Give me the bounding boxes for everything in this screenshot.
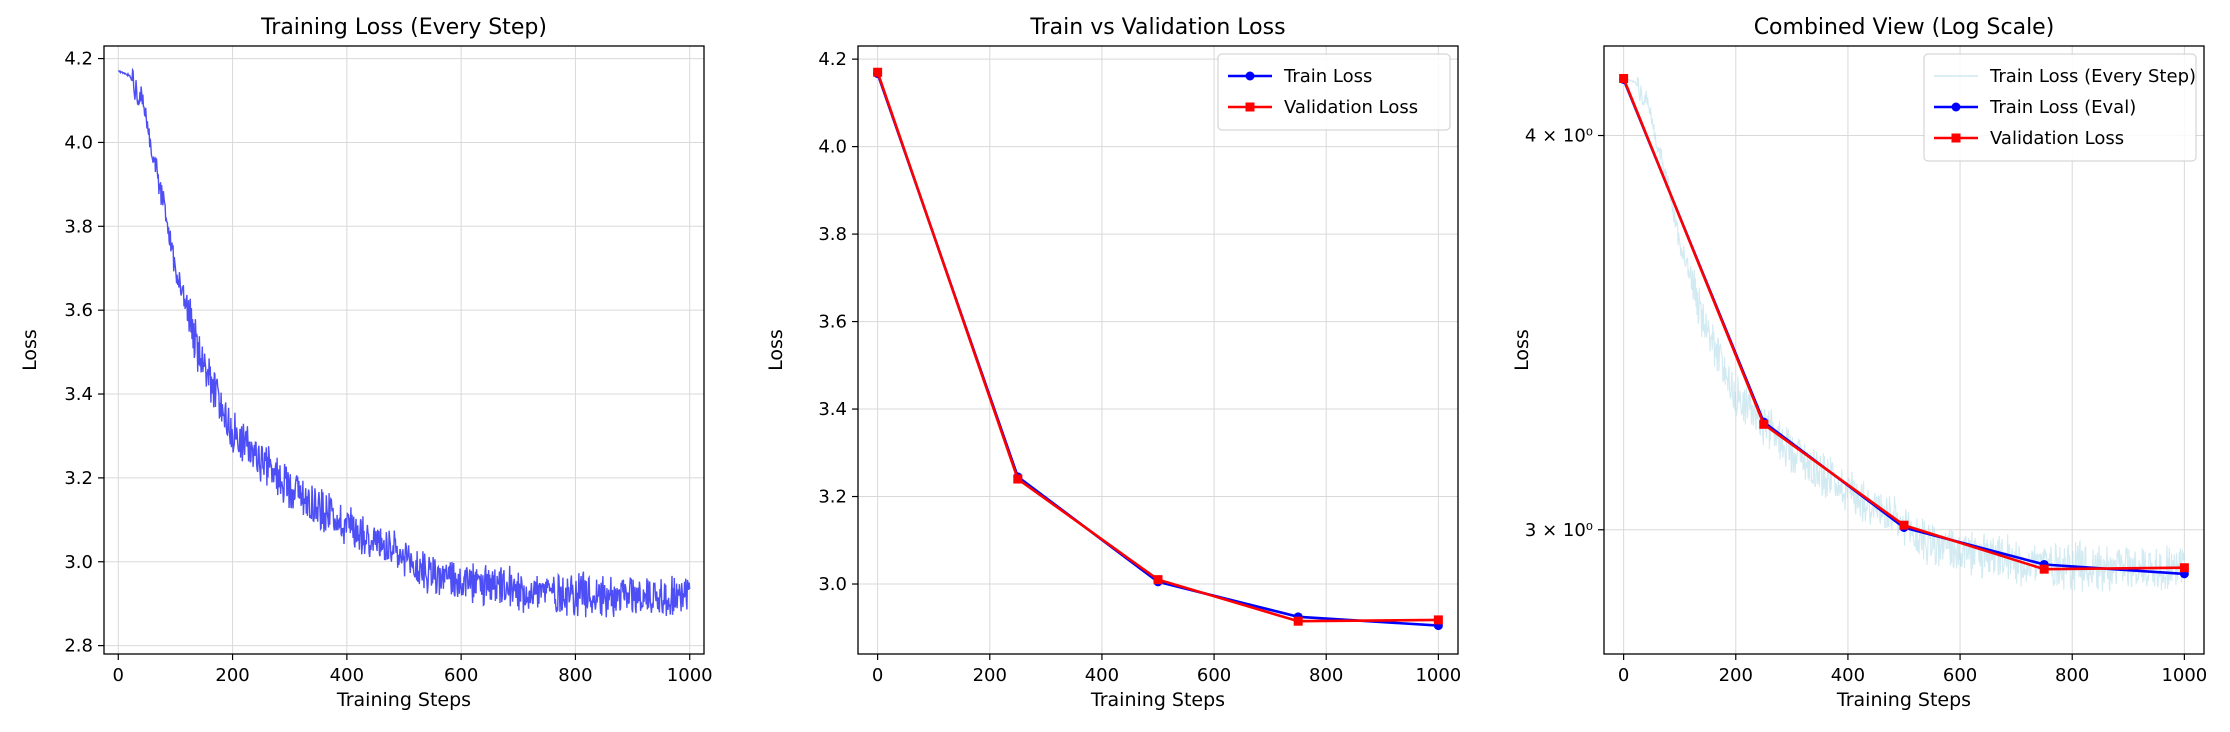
chart-panel-2: 0 200 400 600 800 1000 3.0 3.2 3.4 3.6 3.8 4.0 4.2 Tr… xyxy=(765,15,1461,711)
x-tick-label: 1000 xyxy=(1415,665,1461,686)
data-point-validation-loss xyxy=(2179,563,2189,573)
x-tick-label: 400 xyxy=(1831,665,1865,686)
legend: Train Loss Validation Loss xyxy=(1217,53,1451,131)
data-point-validation-loss xyxy=(1433,615,1443,625)
legend-label-train-loss-eval: Train Loss (Eval) xyxy=(1989,97,2136,118)
axes-frame xyxy=(857,45,1459,655)
legend: Train Loss (Every Step) Train Loss (Eval)… xyxy=(1923,53,2197,162)
plot-area xyxy=(873,67,1443,631)
x-tick-label: 400 xyxy=(330,665,364,686)
y-tick-label: 3.4 xyxy=(818,399,847,420)
y-tick-label: 3.6 xyxy=(64,300,93,321)
x-tick-label: 600 xyxy=(1943,665,1977,686)
y-tick-label: 3.2 xyxy=(64,468,93,489)
x-axis-label: Training Steps xyxy=(336,689,471,711)
x-tick-label: 200 xyxy=(215,665,249,686)
y-tick-label: 4.0 xyxy=(64,132,93,153)
plot-area xyxy=(1619,73,2189,592)
series-line-validation-loss xyxy=(876,71,1439,623)
x-axis-label: Training Steps xyxy=(1090,689,1225,711)
data-point-validation-loss xyxy=(1899,520,1909,530)
y-tick-label: 3.2 xyxy=(818,487,847,508)
y-tick-label: 3.8 xyxy=(64,216,93,237)
legend-marker xyxy=(1245,71,1255,81)
y-tick-label: 3.8 xyxy=(818,224,847,245)
x-tick-label: 0 xyxy=(113,665,124,686)
legend-label-train-loss: Train Loss xyxy=(1283,66,1372,87)
y-axis-label: Loss xyxy=(1511,329,1533,371)
x-tick-label: 400 xyxy=(1085,665,1119,686)
legend-marker xyxy=(1951,102,1961,112)
x-tick-label: 800 xyxy=(558,665,592,686)
y-axis-label: Loss xyxy=(765,329,787,371)
y-axis-label: Loss xyxy=(19,329,41,371)
chart-panel-3: 0 200 400 600 800 1000 3 × 10⁰ 4 × 10⁰ Combined … xyxy=(1511,15,2207,711)
data-point-validation-loss xyxy=(873,67,883,77)
y-tick-label: 3.0 xyxy=(818,574,847,595)
data-point-validation-loss xyxy=(1013,474,1023,484)
data-point-validation-loss xyxy=(1619,73,1629,83)
y-tick-label: 3 × 10⁰ xyxy=(1525,520,1593,541)
y-tick-label: 4.0 xyxy=(818,137,847,158)
chart-title: Training Loss (Every Step) xyxy=(260,15,547,40)
x-tick-label: 200 xyxy=(1719,665,1753,686)
chart-title: Combined View (Log Scale) xyxy=(1754,15,2055,40)
data-point-validation-loss xyxy=(1153,575,1163,585)
chart-panel-1: 0 200 400 600 800 1000 2.8 3.0 3.2 3.4 3.6 3.8 4.0 4.… xyxy=(19,15,713,711)
legend-box xyxy=(1923,53,2197,162)
legend-label-validation-loss: Validation Loss xyxy=(1284,97,1418,118)
x-tick-label: 200 xyxy=(973,665,1007,686)
x-tick-label: 1000 xyxy=(667,665,713,686)
y-tick-label: 3.6 xyxy=(818,312,847,333)
y-tick-label: 4 × 10⁰ xyxy=(1525,126,1593,147)
y-tick-label: 3.4 xyxy=(64,384,93,405)
series-line-train-loss xyxy=(876,73,1439,627)
axes-frame xyxy=(103,45,705,655)
data-point-validation-loss xyxy=(1293,616,1303,626)
x-tick-label: 0 xyxy=(1618,665,1629,686)
y-tick-label: 3.0 xyxy=(64,552,93,573)
y-tick-label: 2.8 xyxy=(64,636,93,657)
x-tick-label: 800 xyxy=(2055,665,2089,686)
plot-area xyxy=(118,67,691,618)
data-point-validation-loss xyxy=(1759,419,1769,429)
y-tick-label: 4.2 xyxy=(818,49,847,70)
x-tick-label: 0 xyxy=(872,665,883,686)
series-line-training-loss xyxy=(118,67,691,618)
x-tick-label: 600 xyxy=(1197,665,1231,686)
legend-box xyxy=(1217,53,1451,131)
x-tick-label: 1000 xyxy=(2161,665,2207,686)
legend-marker xyxy=(1951,133,1961,143)
chart-title: Train vs Validation Loss xyxy=(1029,15,1285,40)
legend-marker xyxy=(1245,102,1255,112)
x-axis-label: Training Steps xyxy=(1836,689,1971,711)
legend-label-validation-loss: Validation Loss xyxy=(1990,128,2124,149)
data-point-validation-loss xyxy=(2039,564,2049,574)
x-tick-label: 800 xyxy=(1309,665,1343,686)
y-tick-label: 4.2 xyxy=(64,49,93,70)
axes-frame xyxy=(1603,45,2205,655)
legend-label-train-loss-every-step: Train Loss (Every Step) xyxy=(1989,66,2196,87)
x-tick-label: 600 xyxy=(444,665,478,686)
